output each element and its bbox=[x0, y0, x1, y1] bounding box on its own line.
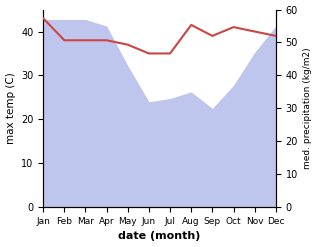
Y-axis label: med. precipitation (kg/m2): med. precipitation (kg/m2) bbox=[303, 48, 313, 169]
X-axis label: date (month): date (month) bbox=[118, 231, 201, 242]
Y-axis label: max temp (C): max temp (C) bbox=[5, 72, 16, 144]
